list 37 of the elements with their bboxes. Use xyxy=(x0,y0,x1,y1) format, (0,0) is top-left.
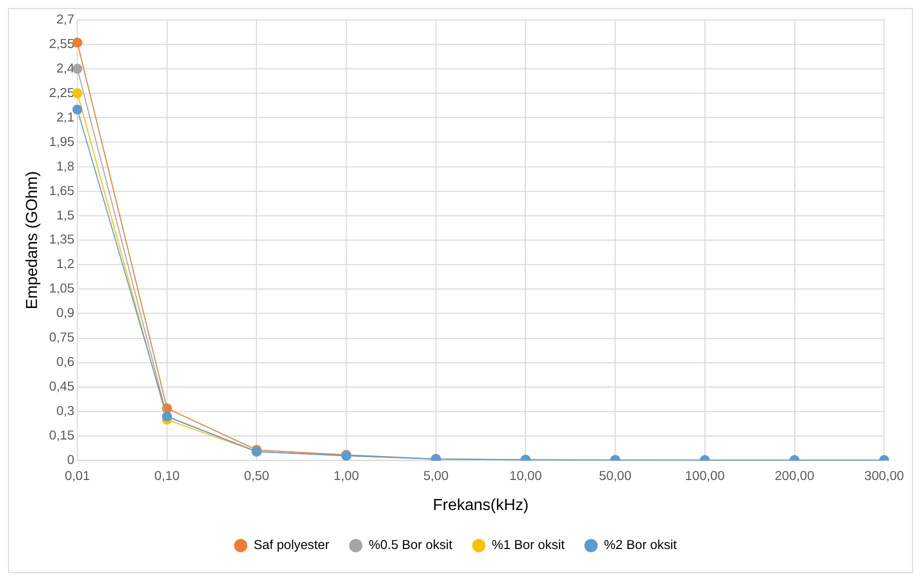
y-tick-label: 1,35 xyxy=(49,232,74,247)
x-tick-label: 0,10 xyxy=(154,468,180,483)
x-tick-label: 1,00 xyxy=(334,468,359,483)
x-tick-label: 0,50 xyxy=(244,468,270,483)
y-tick-label: 1,2 xyxy=(56,256,74,272)
y-tick-label: 0,9 xyxy=(56,305,74,320)
x-axis-title: Frekans(kHz) xyxy=(432,497,529,514)
y-tick-label: 1,65 xyxy=(49,182,74,198)
x-tick-label: 50,00 xyxy=(599,468,632,483)
y-tick-label: 1,05 xyxy=(49,280,74,296)
y-tick-label: 1,5 xyxy=(56,207,74,222)
y-tick-label: 0 xyxy=(67,452,74,468)
y-tick-label: 0,15 xyxy=(49,428,74,443)
y-tick-label: 0,3 xyxy=(56,403,74,418)
y-tick-label: 0,45 xyxy=(49,378,74,394)
x-tick-label: 200,00 xyxy=(774,468,814,483)
legend-label: %1 Bor oksit xyxy=(492,537,565,552)
y-tick-label: 2,7 xyxy=(56,11,74,26)
legend-label: Saf polyester xyxy=(254,537,330,552)
y-tick-label: 2,4 xyxy=(56,60,74,76)
y-tick-label: 1,8 xyxy=(56,158,74,174)
y-tick-label: 2,55 xyxy=(49,36,74,51)
y-tick-label: 2,25 xyxy=(49,84,74,100)
y-tick-label: 2,1 xyxy=(56,109,74,124)
legend-label: %2 Bor oksit xyxy=(604,537,678,552)
y-axis-title: Empedans (GOhm) xyxy=(24,171,41,310)
legend-label: %0.5 Bor oksit xyxy=(368,537,453,552)
x-tick-label: 5,00 xyxy=(423,468,449,483)
point xyxy=(72,64,82,74)
x-tick-label: 10,00 xyxy=(509,468,542,483)
y-tick-label: 0,6 xyxy=(56,354,74,370)
point xyxy=(72,104,82,115)
y-tick-label: 1,95 xyxy=(49,134,74,149)
x-tick-label: 300,00 xyxy=(864,468,904,483)
y-tick-label: 0,75 xyxy=(49,330,74,345)
x-tick-label: 100,00 xyxy=(685,468,725,483)
x-tick-label: 0,01 xyxy=(64,468,90,483)
